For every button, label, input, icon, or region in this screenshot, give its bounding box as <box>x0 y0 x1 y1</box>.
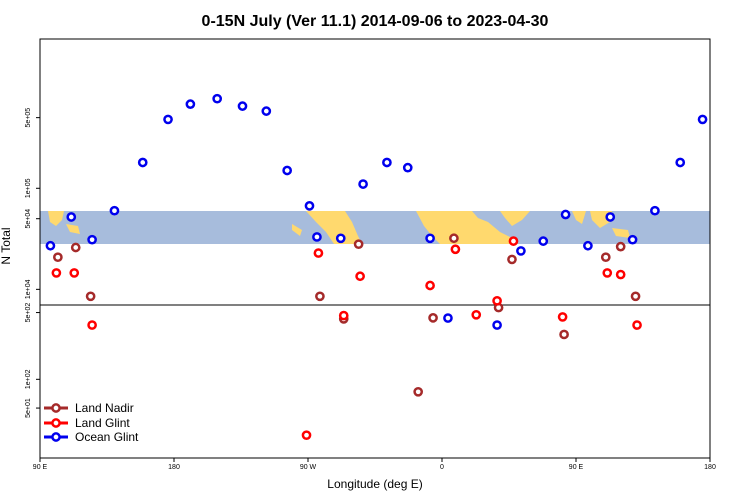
point-ocean-glint <box>335 233 346 244</box>
y-tick-label: 1e+04 <box>25 279 32 299</box>
point-land-glint <box>69 268 80 278</box>
point-land-nadir <box>315 291 325 302</box>
point-ocean-glint <box>675 157 686 168</box>
point-land-glint <box>87 320 97 330</box>
point-land-nadir <box>600 252 611 263</box>
x-tick-label: 0 <box>440 464 444 471</box>
y-tick-label: 1e+02 <box>25 369 32 389</box>
legend-marker-land-nadir <box>51 403 61 413</box>
point-land-nadir <box>53 252 63 263</box>
point-ocean-glint <box>212 93 223 104</box>
point-ocean-glint <box>87 234 97 245</box>
point-ocean-glint <box>605 212 616 222</box>
land-africa <box>416 211 518 244</box>
plot-frame-lower <box>39 304 711 459</box>
x-tick-label: 90 E <box>33 464 48 471</box>
point-land-nadir <box>70 242 81 253</box>
point-land-glint <box>602 268 613 278</box>
point-land-nadir <box>507 254 517 265</box>
point-land-glint <box>615 269 626 280</box>
legend-label-land-glint: Land Glint <box>75 416 130 430</box>
point-ocean-glint <box>516 246 526 256</box>
point-ocean-glint <box>382 157 392 168</box>
point-land-nadir <box>413 386 424 397</box>
y-tick-label: 5e+02 <box>25 303 32 323</box>
land-se-asia-left <box>48 211 64 226</box>
point-ocean-glint <box>304 201 315 211</box>
x-axis-label: Longitude (deg E) <box>327 477 422 491</box>
point-land-glint <box>492 295 502 306</box>
point-ocean-glint <box>66 212 77 222</box>
legend-marker-ocean-glint <box>51 432 61 442</box>
data-points <box>45 93 708 441</box>
point-land-glint <box>632 320 642 330</box>
land-indonesia-left <box>66 224 80 234</box>
point-land-glint <box>301 430 312 441</box>
legend-marker-land-glint <box>51 418 61 428</box>
point-ocean-glint <box>560 209 571 220</box>
point-land-nadir <box>559 329 569 340</box>
point-ocean-glint <box>358 179 368 189</box>
x-tick-label: 90 W <box>300 464 317 471</box>
legend-label-ocean-glint: Ocean Glint <box>75 430 139 444</box>
land-india <box>572 211 586 224</box>
land-central-america <box>292 224 302 236</box>
y-axis-ticks: 1e+04 5e+04 1e+05 5e+05 5e+01 1e+02 5e+02 <box>25 108 40 418</box>
point-ocean-glint <box>282 165 293 176</box>
point-ocean-glint <box>137 157 148 168</box>
point-ocean-glint <box>443 313 453 323</box>
point-land-glint <box>51 268 62 278</box>
x-tick-label: 180 <box>704 464 716 471</box>
point-land-nadir <box>85 291 96 302</box>
legend: Land Nadir Land Glint Ocean Glint <box>44 401 139 444</box>
point-land-glint <box>450 244 461 255</box>
point-ocean-glint <box>538 236 549 246</box>
point-land-nadir <box>449 233 459 244</box>
point-ocean-glint <box>109 205 120 216</box>
point-ocean-glint <box>163 114 173 125</box>
point-land-nadir <box>615 241 626 252</box>
point-ocean-glint <box>583 240 593 251</box>
point-land-glint <box>355 271 365 282</box>
point-land-nadir <box>428 313 438 323</box>
legend-label-land-nadir: Land Nadir <box>75 401 134 415</box>
y-tick-label: 1e+05 <box>25 178 32 198</box>
plot-frame-upper <box>39 38 711 306</box>
point-land-glint <box>508 236 519 246</box>
point-ocean-glint <box>650 205 660 216</box>
x-tick-label: 180 <box>168 464 180 471</box>
point-ocean-glint <box>312 232 322 242</box>
point-ocean-glint <box>627 234 638 245</box>
x-axis-ticks: 90 E 180 90 W 0 90 E 180 <box>33 458 716 471</box>
chart-title: 0-15N July (Ver 11.1) 2014-09-06 to 2023… <box>202 13 549 30</box>
point-ocean-glint <box>402 162 413 173</box>
point-land-glint <box>471 309 482 320</box>
point-land-glint <box>425 280 435 291</box>
point-ocean-glint <box>261 106 272 116</box>
land-indonesia-right <box>612 228 630 238</box>
point-land-glint <box>313 248 324 258</box>
y-tick-label: 5e+05 <box>25 108 32 128</box>
point-land-glint <box>557 312 568 322</box>
point-land-nadir <box>353 239 364 250</box>
y-axis-label: N Total <box>0 227 13 264</box>
y-tick-label: 5e+04 <box>25 209 32 229</box>
x-tick-label: 90 E <box>569 464 584 471</box>
y-tick-label: 5e+01 <box>25 398 32 418</box>
point-land-nadir <box>630 291 641 302</box>
point-ocean-glint <box>697 114 708 125</box>
land-south-america <box>306 211 362 244</box>
point-ocean-glint <box>45 240 56 251</box>
point-ocean-glint <box>492 320 502 330</box>
land-arabia <box>500 211 530 226</box>
point-land-glint <box>338 310 349 321</box>
point-ocean-glint <box>425 233 435 244</box>
point-ocean-glint <box>185 99 196 109</box>
point-ocean-glint <box>237 101 248 111</box>
